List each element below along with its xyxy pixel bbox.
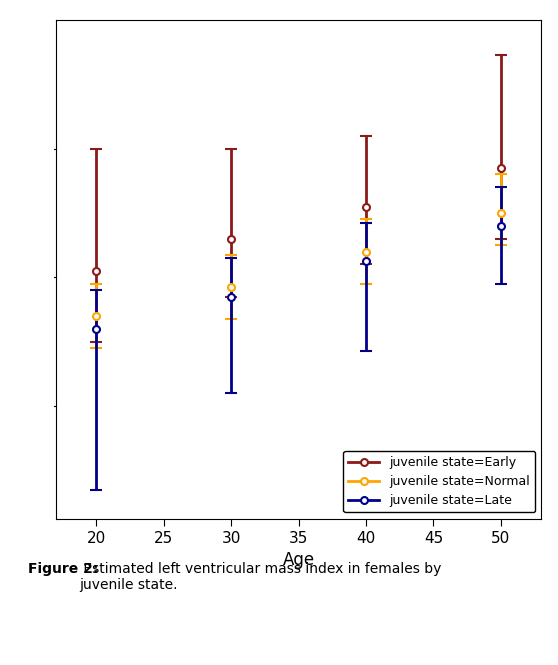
X-axis label: Age: Age xyxy=(282,551,315,569)
Text: Estimated left ventricular mass index in females by
juvenile state.: Estimated left ventricular mass index in… xyxy=(79,562,441,592)
Text: Figure 2:: Figure 2: xyxy=(28,562,98,576)
Legend: juvenile state=Early, juvenile state=Normal, juvenile state=Late: juvenile state=Early, juvenile state=Nor… xyxy=(343,451,535,513)
